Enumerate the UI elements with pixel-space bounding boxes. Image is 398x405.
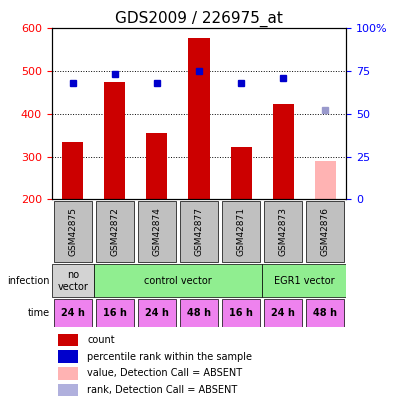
- FancyBboxPatch shape: [222, 200, 260, 262]
- FancyBboxPatch shape: [264, 200, 302, 262]
- Text: time: time: [27, 308, 50, 318]
- Bar: [315, 161, 336, 199]
- Bar: [58, 367, 78, 379]
- Bar: [58, 384, 78, 396]
- FancyBboxPatch shape: [54, 200, 92, 262]
- FancyBboxPatch shape: [94, 264, 262, 297]
- Text: infection: infection: [7, 276, 50, 286]
- FancyBboxPatch shape: [138, 298, 176, 327]
- Text: GSM42876: GSM42876: [321, 207, 330, 256]
- Text: GSM42874: GSM42874: [152, 207, 162, 256]
- Text: 24 h: 24 h: [271, 308, 295, 318]
- Bar: [230, 147, 252, 199]
- FancyBboxPatch shape: [180, 298, 218, 327]
- Text: percentile rank within the sample: percentile rank within the sample: [87, 352, 252, 362]
- FancyBboxPatch shape: [306, 200, 344, 262]
- Text: 48 h: 48 h: [313, 308, 337, 318]
- FancyBboxPatch shape: [54, 298, 92, 327]
- Bar: [58, 334, 78, 346]
- Title: GDS2009 / 226975_at: GDS2009 / 226975_at: [115, 11, 283, 27]
- Text: count: count: [87, 335, 115, 345]
- FancyBboxPatch shape: [96, 200, 134, 262]
- Text: EGR1 vector: EGR1 vector: [274, 276, 334, 286]
- Text: GSM42877: GSM42877: [195, 207, 203, 256]
- Text: GSM42872: GSM42872: [110, 207, 119, 256]
- Text: 16 h: 16 h: [229, 308, 253, 318]
- Text: GSM42875: GSM42875: [68, 207, 77, 256]
- Bar: [62, 142, 83, 199]
- FancyBboxPatch shape: [180, 200, 218, 262]
- FancyBboxPatch shape: [52, 264, 94, 297]
- Text: control vector: control vector: [144, 276, 212, 286]
- Text: 24 h: 24 h: [145, 308, 169, 318]
- FancyBboxPatch shape: [96, 298, 134, 327]
- Text: 24 h: 24 h: [61, 308, 85, 318]
- Bar: [104, 82, 125, 199]
- Text: rank, Detection Call = ABSENT: rank, Detection Call = ABSENT: [87, 385, 237, 395]
- Bar: [146, 133, 168, 199]
- FancyBboxPatch shape: [222, 298, 260, 327]
- Text: no
vector: no vector: [57, 270, 88, 292]
- Text: GSM42871: GSM42871: [236, 207, 246, 256]
- FancyBboxPatch shape: [264, 298, 302, 327]
- Text: 48 h: 48 h: [187, 308, 211, 318]
- Text: GSM42873: GSM42873: [279, 207, 288, 256]
- FancyBboxPatch shape: [138, 200, 176, 262]
- Bar: [273, 104, 294, 199]
- Bar: [189, 38, 209, 199]
- Bar: [58, 350, 78, 363]
- FancyBboxPatch shape: [306, 298, 344, 327]
- Text: 16 h: 16 h: [103, 308, 127, 318]
- Text: value, Detection Call = ABSENT: value, Detection Call = ABSENT: [87, 368, 242, 378]
- FancyBboxPatch shape: [262, 264, 346, 297]
